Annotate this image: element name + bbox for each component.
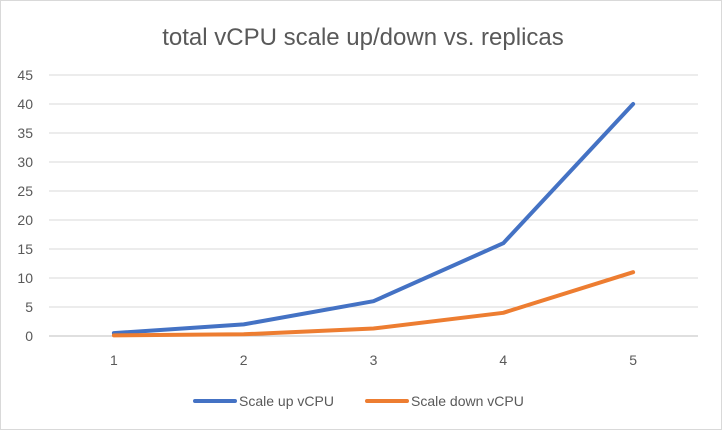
x-tick-label: 5 xyxy=(629,352,637,368)
x-tick-label: 4 xyxy=(499,352,507,368)
y-tick-label: 25 xyxy=(17,183,33,199)
x-tick-label: 2 xyxy=(240,352,248,368)
y-tick-label: 5 xyxy=(25,299,33,315)
y-tick-label: 0 xyxy=(25,328,33,344)
y-tick-label: 20 xyxy=(17,212,33,228)
legend: Scale up vCPU Scale down vCPU xyxy=(193,393,524,409)
y-tick-label: 15 xyxy=(17,241,33,257)
y-tick-label: 30 xyxy=(17,154,33,170)
x-axis-ticks: 1 2 3 4 5 xyxy=(110,352,637,368)
legend-label: Scale down vCPU xyxy=(411,393,524,409)
x-tick-label: 3 xyxy=(370,352,378,368)
y-axis-ticks: 0 5 10 15 20 25 30 35 40 45 xyxy=(17,67,33,344)
y-tick-label: 45 xyxy=(17,67,33,83)
legend-label: Scale up vCPU xyxy=(239,393,334,409)
x-tick-label: 1 xyxy=(110,352,118,368)
series-line-1 xyxy=(111,270,636,338)
y-tick-label: 35 xyxy=(17,125,33,141)
y-tick-label: 10 xyxy=(17,270,33,286)
gridlines xyxy=(49,74,698,337)
chart-title: total vCPU scale up/down vs. replicas xyxy=(162,24,564,51)
y-tick-label: 40 xyxy=(17,96,33,112)
series-line-0 xyxy=(111,102,636,336)
series-lines xyxy=(111,102,636,338)
